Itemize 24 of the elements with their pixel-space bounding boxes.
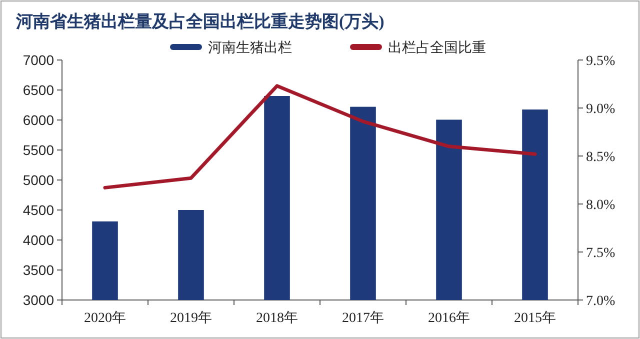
x-tick-label: 2015年 xyxy=(514,310,556,326)
y2-tick-label: 9.0% xyxy=(586,102,616,117)
y-tick-label: 7000 xyxy=(22,52,54,68)
x-tick-label: 2016年 xyxy=(428,310,470,326)
y-tick-label: 6500 xyxy=(22,82,54,98)
y2-tick-label: 8.0% xyxy=(586,198,616,213)
y-tick-label: 5000 xyxy=(22,172,54,188)
y2-tick-label: 9.5% xyxy=(586,54,616,69)
y-tick-label: 3500 xyxy=(22,262,54,278)
y2-tick-label: 7.5% xyxy=(586,246,616,261)
y-tick-label: 4000 xyxy=(22,232,54,248)
y-tick-label: 5500 xyxy=(22,142,54,158)
x-tick-label: 2018年 xyxy=(256,310,298,326)
chart-title: 河南省生猪出栏量及占全国出栏比重走势图(万头) xyxy=(15,12,384,31)
y2-tick-label: 8.5% xyxy=(586,150,616,165)
y-tick-label: 6000 xyxy=(22,112,54,128)
x-tick-label: 2019年 xyxy=(170,310,212,326)
y-tick-label: 3000 xyxy=(22,292,54,308)
legend-label: 出栏占全国比重 xyxy=(388,40,486,56)
x-tick-label: 2017年 xyxy=(342,310,384,326)
y-tick-label: 4500 xyxy=(22,202,54,218)
y2-tick-label: 7.0% xyxy=(586,294,616,309)
x-tick-label: 2020年 xyxy=(84,310,126,326)
legend-label: 河南生猪出栏 xyxy=(208,40,292,56)
